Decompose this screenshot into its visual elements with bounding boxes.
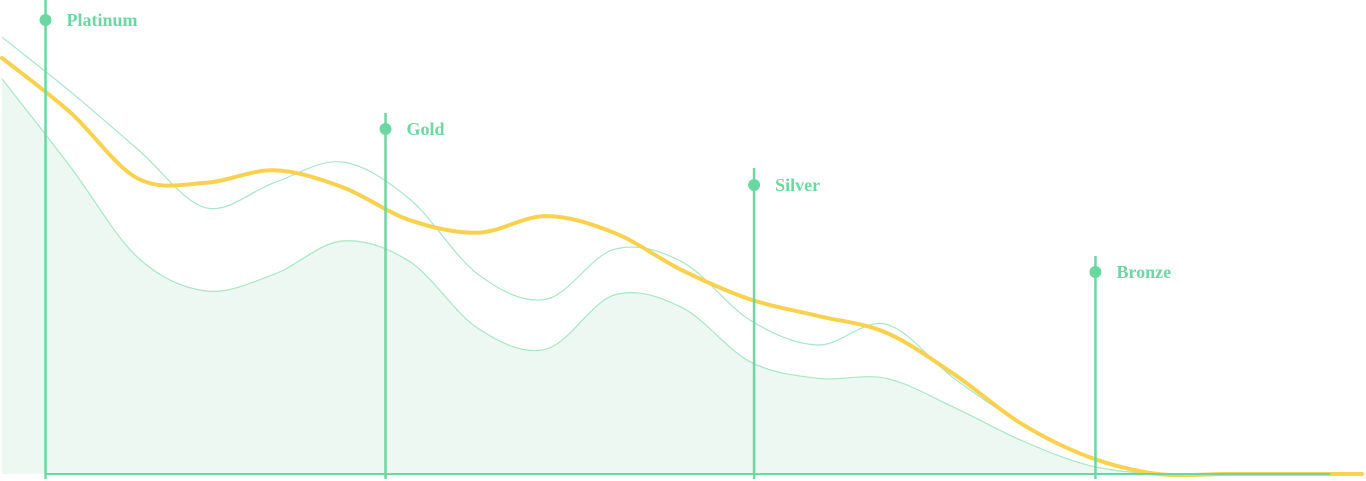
marker-dot-gold	[379, 123, 392, 135]
marker-label-platinum: Platinum	[67, 10, 138, 30]
marker-dot-bronze	[1089, 266, 1102, 278]
series-area-fill	[2, 78, 1362, 475]
marker-label-silver: Silver	[775, 175, 820, 195]
marker-dot-platinum	[39, 14, 52, 26]
marker-label-gold: Gold	[407, 119, 445, 139]
series-area-outline	[1, 78, 1362, 476]
series-bold-line	[0, 56, 1364, 478]
marker-label-bronze: Bronze	[1116, 262, 1171, 282]
marker-dot-silver	[748, 179, 761, 191]
